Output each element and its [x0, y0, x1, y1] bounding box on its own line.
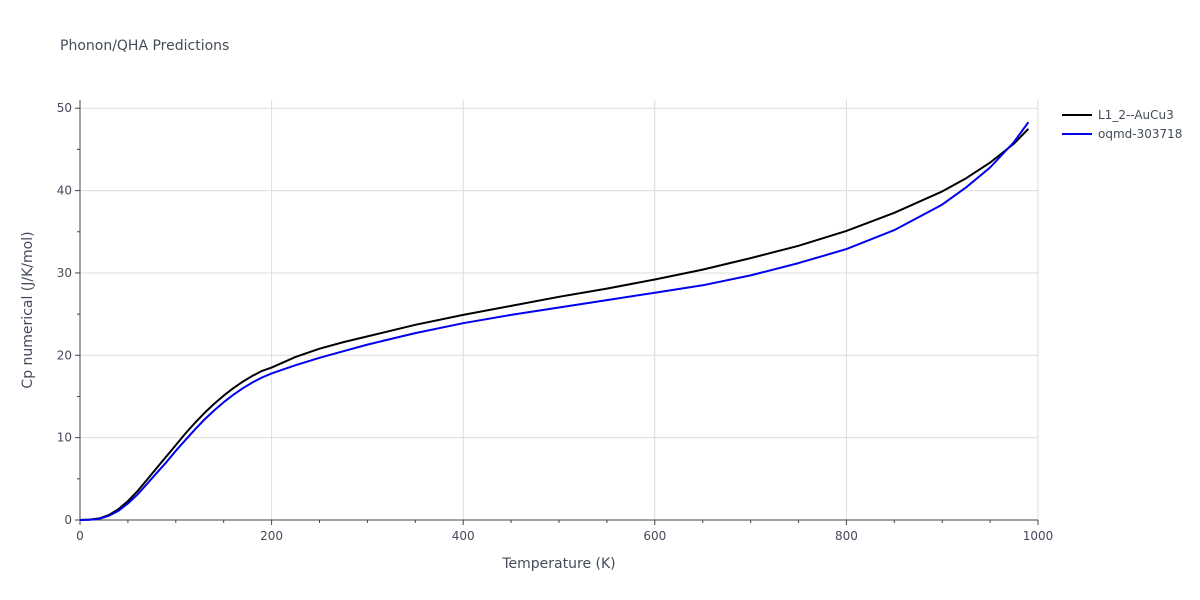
x-tick-label: 800 — [835, 529, 858, 543]
y-tick-label: 10 — [57, 431, 72, 445]
x-tick-label: 600 — [643, 529, 666, 543]
chart-title: Phonon/QHA Predictions — [60, 38, 229, 54]
y-tick-label: 20 — [57, 348, 72, 362]
x-axis-title: Temperature (K) — [501, 556, 615, 572]
x-tick-label: 400 — [452, 529, 475, 543]
y-axis-title: Cp numerical (J/K/mol) — [20, 231, 36, 388]
x-tick-label: 1000 — [1023, 529, 1054, 543]
x-tick-label: 200 — [260, 529, 283, 543]
series-line-2 — [79, 121, 1030, 521]
series-lines — [79, 121, 1030, 521]
y-tick-label: 40 — [57, 184, 72, 198]
y-tick-label: 30 — [57, 266, 72, 280]
y-tick-label: 0 — [64, 513, 72, 527]
y-tick-label: 50 — [57, 101, 72, 115]
x-tick-label: 0 — [76, 529, 84, 543]
legend-label: oqmd-303718 — [1098, 127, 1182, 141]
legend: L1_2--AuCu3 oqmd-303718 — [1062, 108, 1182, 141]
series-line-1 — [79, 128, 1030, 521]
axes: 0 200 400 600 800 1000 0 10 20 30 40 50 — [57, 100, 1054, 543]
legend-label: L1_2--AuCu3 — [1098, 108, 1174, 122]
grid — [80, 100, 1039, 520]
